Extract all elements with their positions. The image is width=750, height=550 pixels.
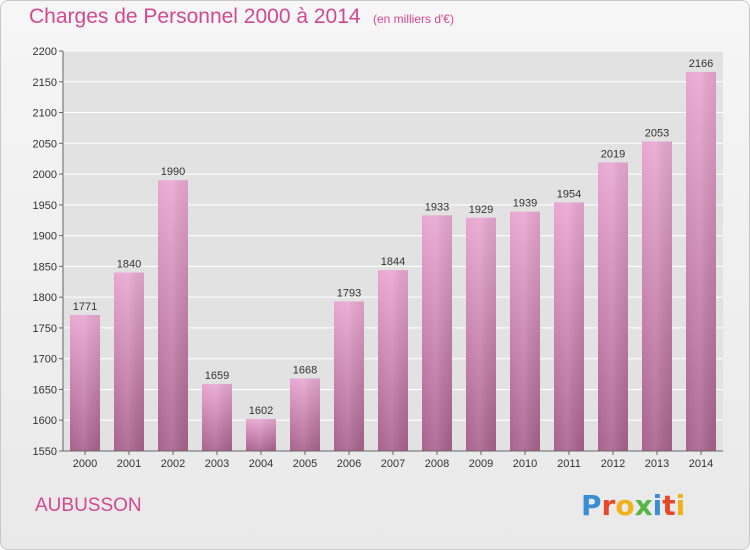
x-tick-label-2008: 2008: [425, 458, 449, 470]
x-tick-label-2002: 2002: [161, 458, 185, 470]
y-tick-label: 1650: [33, 384, 57, 396]
value-label-2007: 1844: [381, 256, 405, 268]
y-tick-label: 2050: [33, 138, 57, 150]
value-label-2006: 1793: [337, 287, 361, 299]
x-tick-label-2003: 2003: [205, 458, 229, 470]
logo-letter: t: [662, 489, 676, 522]
value-label-2002: 1990: [161, 166, 185, 178]
x-tick-label-2011: 2011: [557, 458, 581, 470]
bar-shading: [466, 217, 496, 451]
logo-letter: i: [675, 489, 686, 522]
y-tick-label: 2000: [33, 169, 57, 181]
y-tick-label: 2100: [33, 108, 57, 120]
value-label-2012: 2019: [601, 148, 625, 160]
y-tick-label: 1750: [33, 323, 57, 335]
x-tick-label-2010: 2010: [513, 458, 537, 470]
x-tick-label-2007: 2007: [381, 458, 405, 470]
x-tick-label-2013: 2013: [645, 458, 669, 470]
y-tick-label: 1900: [33, 231, 57, 243]
bar-shading: [554, 202, 584, 451]
x-tick-label-2000: 2000: [73, 458, 97, 470]
bar-shading: [686, 71, 716, 451]
bar-shading: [70, 315, 100, 451]
x-tick-label-2005: 2005: [293, 458, 317, 470]
y-tick-label: 1700: [33, 354, 57, 366]
bar-shading: [246, 419, 276, 451]
y-tick-label: 1600: [33, 415, 57, 427]
x-tick-label-2006: 2006: [337, 458, 361, 470]
value-label-2010: 1939: [513, 198, 537, 210]
bar-shading: [642, 141, 672, 451]
y-tick-label: 1850: [33, 261, 57, 273]
value-label-2001: 1840: [117, 259, 141, 271]
bar-shading: [334, 301, 364, 451]
value-label-2005: 1668: [293, 364, 317, 376]
value-label-2003: 1659: [205, 370, 229, 382]
value-label-2011: 1954: [557, 188, 581, 200]
chart-title: Charges de Personnel 2000 à 2014: [29, 5, 361, 28]
bar-shading: [598, 162, 628, 451]
x-tick-label-2012: 2012: [601, 458, 625, 470]
logo-letter: o: [615, 489, 635, 522]
value-label-2009: 1929: [469, 204, 493, 216]
y-tick-label: 1800: [33, 292, 57, 304]
y-tick-label: 1950: [33, 200, 57, 212]
proxiti-logo: Proxiti: [581, 489, 685, 522]
bar-shading: [422, 215, 452, 451]
value-label-2008: 1933: [425, 201, 449, 213]
y-tick-label: 2150: [33, 77, 57, 89]
value-label-2013: 2053: [645, 127, 669, 139]
bar-shading: [290, 378, 320, 451]
x-tick-label-2004: 2004: [249, 458, 273, 470]
bar-shading: [158, 180, 188, 451]
bar-shading: [202, 383, 232, 451]
bar-shading: [114, 272, 144, 451]
y-tick-label: 2200: [33, 46, 57, 58]
x-tick-label-2014: 2014: [689, 458, 713, 470]
logo-letter: i: [652, 489, 663, 522]
value-label-2004: 1602: [249, 405, 273, 417]
logo-letter: x: [634, 489, 653, 522]
x-tick-label-2009: 2009: [469, 458, 493, 470]
x-tick-label-2001: 2001: [117, 458, 141, 470]
value-label-2000: 1771: [73, 301, 97, 313]
logo-letter: P: [581, 489, 602, 522]
y-tick-label: 1550: [33, 446, 57, 458]
commune-name: AUBUSSON: [35, 495, 142, 516]
logo-letter: r: [601, 489, 616, 522]
chart-subtitle: (en milliers d'€): [373, 12, 454, 26]
bar-shading: [378, 270, 408, 451]
bar-shading: [510, 211, 540, 451]
value-label-2014: 2166: [689, 58, 713, 70]
